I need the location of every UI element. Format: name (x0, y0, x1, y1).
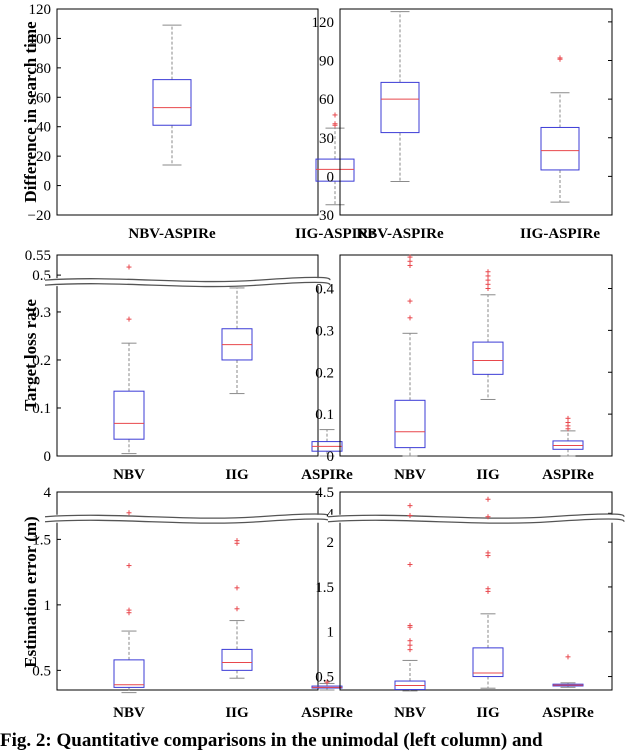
plot-frame (339, 8, 613, 216)
caption-text: Quantitative comparisons in the unimodal… (56, 730, 543, 751)
y-tick-label: 0.1 (32, 401, 51, 417)
x-category-label: IIG (476, 705, 500, 721)
axis-break-line (327, 513, 625, 519)
x-category-label: IIG-ASPIRe (295, 226, 375, 242)
box-iqr (472, 341, 504, 375)
x-category-label: NBV (394, 467, 426, 483)
y-tick-label: 0 (327, 449, 335, 465)
x-category-label: NBV (113, 705, 145, 721)
y-tick-label: 60 (36, 90, 51, 106)
box-iqr (315, 158, 355, 182)
y-tick-label: 60 (319, 92, 334, 108)
y-tick-label: 0.5 (32, 663, 51, 679)
axis-break-line (44, 513, 331, 519)
box-iqr (152, 79, 192, 126)
y-axis-label: Estimation error (m) (21, 516, 40, 667)
y-axis-label: Difference in search time (21, 21, 40, 203)
x-category-label: NBV-ASPIRe (128, 226, 216, 242)
y-tick-label: 40 (36, 120, 51, 136)
y-tick-label: 1 (44, 598, 52, 614)
y-tick-label: 1.5 (315, 580, 334, 596)
caption-label: Fig. 2: (0, 730, 52, 751)
y-tick-label: 0.5 (315, 670, 334, 686)
y-tick-label: −30 (311, 208, 334, 224)
y-tick-label: 30 (319, 131, 334, 147)
box-iqr (394, 399, 426, 449)
y-tick-label: 120 (312, 15, 335, 31)
y-tick-label: 0.1 (315, 407, 334, 423)
x-category-label: IIG (476, 467, 500, 483)
box-iqr (113, 390, 145, 440)
y-tick-label: 1 (327, 625, 335, 641)
plot-frame (56, 8, 319, 216)
axis-break-gap (328, 514, 624, 523)
plot-frame (339, 254, 613, 457)
plot-frame (56, 491, 319, 691)
box-iqr (540, 126, 580, 171)
chart-panel-search-time-unimodal: −20 0 20 40 60 80 100 120 NBV-ASPIRe IIG-ASPIRe Di… (21, 2, 375, 242)
y-tick-label: 0.3 (315, 323, 334, 339)
plot-frame (339, 491, 613, 691)
x-category-label: ASPIRe (301, 705, 353, 721)
axis-break-line (44, 281, 331, 288)
y-tick-label: 0.2 (315, 365, 334, 381)
axis-break-line (44, 518, 331, 524)
y-tick-label: 4 (44, 485, 52, 501)
x-category-label: IIG (225, 705, 249, 721)
chart-panel-target-loss-multimodal: 0 0.1 0.2 0.3 0.4 NBV IIG ASPIRe (315, 254, 613, 483)
y-tick-label: 120 (29, 2, 52, 18)
y-tick-label: 4.5 (315, 485, 334, 501)
chart-panel-estimation-error-multimodal: 0.5 1 1.5 2 4 4.5 NBV IIG ASPIRe (315, 485, 625, 721)
box-iqr (472, 647, 504, 678)
y-tick-label: 80 (36, 61, 51, 77)
y-tick-label: 0 (44, 449, 52, 465)
axis-break-line (44, 276, 331, 283)
axis-break-gap (45, 278, 330, 287)
y-tick-label: 90 (319, 54, 334, 70)
y-tick-label: 1.5 (32, 532, 51, 548)
x-category-label: ASPIRe (301, 467, 353, 483)
x-category-label: ASPIRe (542, 705, 594, 721)
y-tick-label: 0.3 (32, 305, 51, 321)
y-tick-label: 2 (327, 535, 335, 551)
y-tick-label: 0 (44, 179, 52, 195)
x-category-label: IIG-ASPIRe (520, 226, 600, 242)
y-tick-label: −20 (28, 208, 51, 224)
box-iqr (380, 81, 420, 134)
x-category-label: NBV (394, 705, 426, 721)
chart-panel-search-time-multimodal: −30 0 30 60 90 120 NBV-ASPIRe IIG-ASPIRe (311, 8, 613, 242)
y-tick-label: 0.2 (32, 353, 51, 369)
y-tick-label: 100 (29, 31, 52, 47)
y-tick-label: 0.55 (25, 248, 51, 264)
box-iqr (113, 659, 145, 688)
y-tick-label: 0 (327, 169, 335, 185)
x-category-label: NBV (113, 467, 145, 483)
plot-frame (56, 254, 319, 457)
x-category-label: IIG (225, 467, 249, 483)
y-tick-label: 20 (36, 149, 51, 165)
axis-break-gap (45, 514, 330, 523)
y-axis-label: Target loss rate (21, 299, 40, 411)
x-category-label: NBV-ASPIRe (356, 226, 444, 242)
figure-caption: Fig. 2: Quantitative comparisons in the … (0, 730, 640, 752)
x-category-label: ASPIRe (542, 467, 594, 483)
box-iqr (221, 648, 253, 671)
chart-panel-estimation-error-unimodal: 0.5 1 1.5 4 NBV IIG ASPIRe Estimation error (m) (21, 485, 353, 721)
y-tick-label: 0.4 (315, 282, 334, 298)
axis-break-line (327, 518, 625, 524)
y-tick-label: 4 (327, 506, 335, 522)
